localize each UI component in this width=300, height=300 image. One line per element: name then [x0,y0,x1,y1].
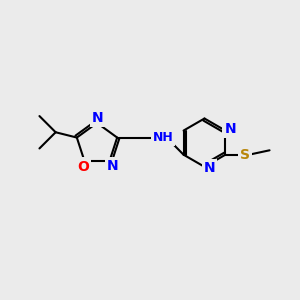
Text: N: N [92,111,103,125]
Text: N: N [204,161,215,175]
Text: O: O [77,160,89,174]
Text: S: S [240,148,250,162]
Text: N: N [225,122,236,136]
Text: N: N [107,159,119,173]
Text: NH: NH [152,131,173,144]
